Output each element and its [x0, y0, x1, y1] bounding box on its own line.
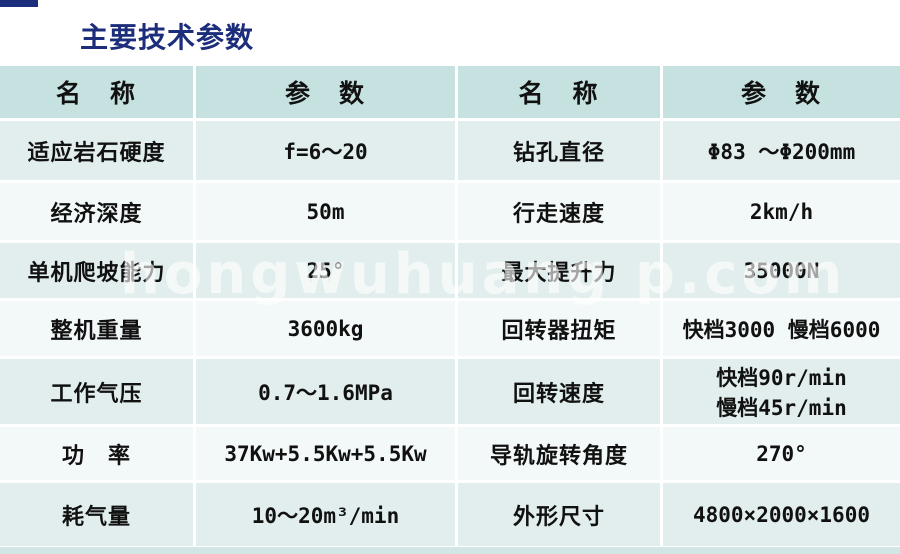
param-value-cell: 0.7～1.6MPa [196, 359, 455, 424]
column-header-param-right: 参 数 [663, 66, 900, 118]
param-value-cell: 快档3000 慢档6000 [663, 301, 900, 356]
param-name-cell: 行走速度 [458, 183, 660, 240]
param-name-cell: 钻孔直径 [458, 121, 660, 180]
param-value-cell: f=6～20 [196, 121, 455, 180]
param-name-cell: 单机爬坡能力 [0, 243, 193, 298]
page-title: 主要技术参数 [80, 21, 255, 54]
parameters-table: 名 称 参 数 名 称 参 数 适应岩石硬度 f=6～20 钻孔直径 Φ83 ～… [0, 66, 900, 546]
param-value-cell: 3600kg [196, 301, 455, 356]
column-header-param-left: 参 数 [196, 66, 455, 118]
param-value-cell: 37Kw+5.5Kw+5.5Kw [196, 427, 455, 480]
param-value-cell: 50m [196, 183, 455, 240]
param-value-cell: 270° [663, 427, 900, 480]
param-name-cell: 回转器扭矩 [458, 301, 660, 356]
param-name-cell: 回转速度 [458, 359, 660, 424]
param-name-cell: 外形尺寸 [458, 483, 660, 546]
param-name-cell: 导轨旋转角度 [458, 427, 660, 480]
param-value-cell: 快档90r/min 慢档45r/min [663, 359, 900, 424]
param-value-cell: 35000N [663, 243, 900, 298]
param-value-cell: 4800×2000×1600 [663, 483, 900, 546]
param-name-cell: 功 率 [0, 427, 193, 480]
param-name-cell: 经济深度 [0, 183, 193, 240]
param-name-cell: 工作气压 [0, 359, 193, 424]
corner-mark [0, 0, 38, 7]
param-name-cell: 最大提升力 [458, 243, 660, 298]
param-value-cell: 25° [196, 243, 455, 298]
param-value-cell: Φ83 ～Φ200mm [663, 121, 900, 180]
param-value-cell: 2km/h [663, 183, 900, 240]
bottom-bar [0, 547, 900, 554]
param-value-cell: 10～20m³/min [196, 483, 455, 546]
param-name-cell: 耗气量 [0, 483, 193, 546]
column-header-name-right: 名 称 [458, 66, 660, 118]
column-header-name-left: 名 称 [0, 66, 193, 118]
param-name-cell: 整机重量 [0, 301, 193, 356]
param-name-cell: 适应岩石硬度 [0, 121, 193, 180]
